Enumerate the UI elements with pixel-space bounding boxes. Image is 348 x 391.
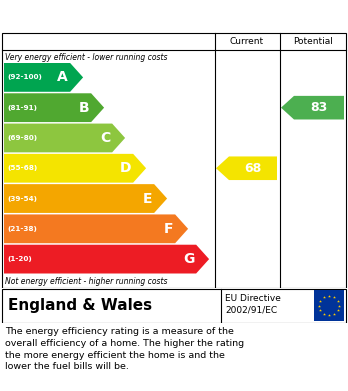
Text: Not energy efficient - higher running costs: Not energy efficient - higher running co… <box>5 277 167 286</box>
Polygon shape <box>4 154 146 183</box>
Polygon shape <box>4 214 188 243</box>
Text: B: B <box>79 100 89 115</box>
Text: Current: Current <box>230 36 264 45</box>
Text: Very energy efficient - lower running costs: Very energy efficient - lower running co… <box>5 53 167 62</box>
Text: 68: 68 <box>244 162 262 175</box>
Text: Energy Efficiency Rating: Energy Efficiency Rating <box>8 9 218 23</box>
Text: Potential: Potential <box>293 36 333 45</box>
Text: EU Directive
2002/91/EC: EU Directive 2002/91/EC <box>225 294 281 314</box>
Text: England & Wales: England & Wales <box>8 298 152 313</box>
Text: G: G <box>183 252 194 266</box>
Polygon shape <box>281 96 344 120</box>
Text: A: A <box>57 70 68 84</box>
Text: E: E <box>143 192 152 206</box>
Text: (92-100): (92-100) <box>7 74 42 81</box>
Polygon shape <box>4 184 167 213</box>
Bar <box>314 290 344 321</box>
Text: (81-91): (81-91) <box>7 105 37 111</box>
Text: The energy efficiency rating is a measure of the
overall efficiency of a home. T: The energy efficiency rating is a measur… <box>5 327 244 371</box>
Text: (69-80): (69-80) <box>7 135 37 141</box>
Text: (39-54): (39-54) <box>7 196 37 201</box>
Polygon shape <box>4 63 83 92</box>
Text: C: C <box>100 131 110 145</box>
Text: (55-68): (55-68) <box>7 165 37 171</box>
Text: F: F <box>164 222 173 236</box>
Text: (21-38): (21-38) <box>7 226 37 232</box>
Polygon shape <box>216 156 277 180</box>
Text: (1-20): (1-20) <box>7 256 32 262</box>
Polygon shape <box>4 124 125 152</box>
Polygon shape <box>4 245 209 273</box>
Text: D: D <box>120 161 131 175</box>
Text: 83: 83 <box>310 101 327 114</box>
Polygon shape <box>4 93 104 122</box>
